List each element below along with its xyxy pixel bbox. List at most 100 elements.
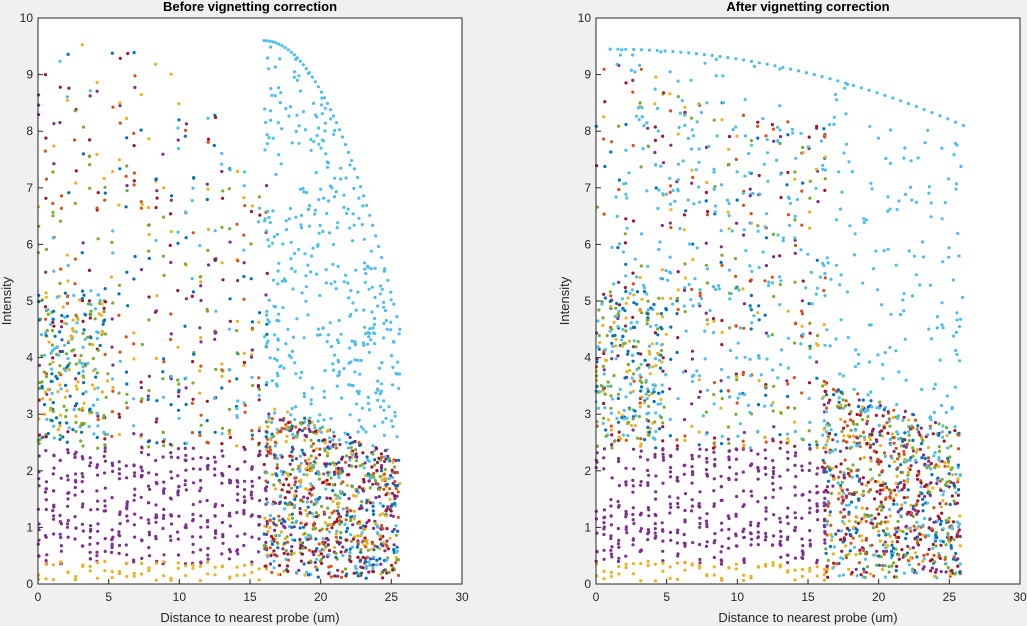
data-point — [273, 411, 277, 415]
data-point — [242, 360, 246, 365]
data-point — [328, 321, 332, 325]
data-point — [308, 510, 312, 515]
data-point — [79, 439, 83, 443]
data-point — [894, 493, 898, 497]
data-point — [765, 212, 769, 216]
data-point — [613, 439, 617, 443]
data-point — [199, 561, 203, 565]
data-point — [333, 280, 337, 284]
data-point — [42, 412, 47, 416]
data-point — [602, 548, 606, 552]
data-point — [631, 359, 635, 363]
data-point — [279, 91, 283, 95]
data-point — [807, 498, 811, 502]
data-point — [668, 417, 672, 422]
data-point — [314, 171, 318, 175]
data-point — [258, 449, 262, 453]
data-point — [66, 263, 70, 268]
data-point — [117, 472, 121, 476]
data-point — [228, 227, 232, 231]
data-point — [309, 482, 313, 486]
data-point — [268, 526, 272, 530]
data-point — [801, 151, 805, 155]
data-point — [394, 550, 398, 554]
data-point — [883, 531, 887, 535]
data-point — [765, 138, 769, 142]
data-point — [839, 483, 843, 487]
data-point — [954, 182, 959, 186]
data-point — [854, 552, 858, 557]
data-point — [373, 331, 377, 336]
data-point — [921, 523, 925, 527]
data-point — [842, 491, 846, 495]
data-point — [673, 199, 677, 203]
data-point — [373, 522, 377, 526]
data-point — [800, 299, 805, 303]
data-point — [359, 185, 363, 189]
data-point — [183, 479, 187, 483]
data-point — [335, 517, 339, 521]
data-point — [937, 445, 941, 449]
data-point — [242, 184, 246, 188]
data-point — [321, 229, 325, 234]
data-point — [742, 233, 746, 237]
data-point — [176, 126, 180, 130]
data-point — [790, 127, 795, 131]
data-point — [277, 478, 281, 483]
data-point — [44, 487, 48, 491]
data-point — [265, 322, 269, 326]
data-point — [841, 398, 845, 402]
data-point — [831, 566, 835, 570]
data-point — [653, 87, 657, 91]
data-point — [661, 315, 665, 319]
data-point — [331, 438, 335, 442]
data-point — [47, 340, 51, 344]
data-point — [856, 436, 860, 440]
data-point — [883, 575, 888, 579]
data-point — [927, 459, 931, 463]
data-point — [118, 510, 122, 514]
data-point — [371, 452, 375, 456]
data-point — [366, 342, 370, 346]
data-point — [705, 512, 709, 516]
data-point — [50, 419, 54, 423]
data-point — [929, 569, 933, 573]
data-point — [661, 559, 665, 563]
data-point — [842, 151, 846, 155]
data-point — [132, 144, 136, 148]
data-point — [801, 145, 805, 150]
data-point — [632, 521, 636, 526]
data-point — [922, 107, 926, 112]
data-point — [617, 280, 621, 284]
data-point — [275, 427, 279, 431]
data-point — [648, 427, 652, 431]
data-point — [793, 406, 797, 410]
data-point — [624, 480, 628, 484]
data-point — [140, 397, 144, 401]
data-point — [243, 170, 247, 174]
data-point — [631, 417, 635, 421]
data-point — [65, 95, 69, 99]
data-point — [51, 320, 55, 324]
data-point — [235, 329, 239, 333]
data-point — [96, 348, 100, 352]
data-point — [328, 440, 332, 444]
data-point — [778, 433, 782, 437]
data-point — [892, 449, 896, 454]
data-point — [877, 563, 882, 567]
data-point — [282, 366, 286, 370]
data-point — [826, 465, 830, 469]
data-point — [396, 483, 400, 488]
data-point — [303, 416, 307, 420]
data-point — [943, 483, 948, 487]
data-point — [95, 507, 100, 511]
data-point — [361, 539, 365, 543]
data-point — [652, 387, 656, 391]
data-point — [139, 516, 143, 520]
data-point — [356, 176, 360, 180]
data-point — [649, 306, 653, 310]
data-point — [382, 408, 386, 412]
data-point — [242, 233, 246, 237]
data-point — [63, 343, 67, 347]
data-point — [325, 211, 329, 216]
